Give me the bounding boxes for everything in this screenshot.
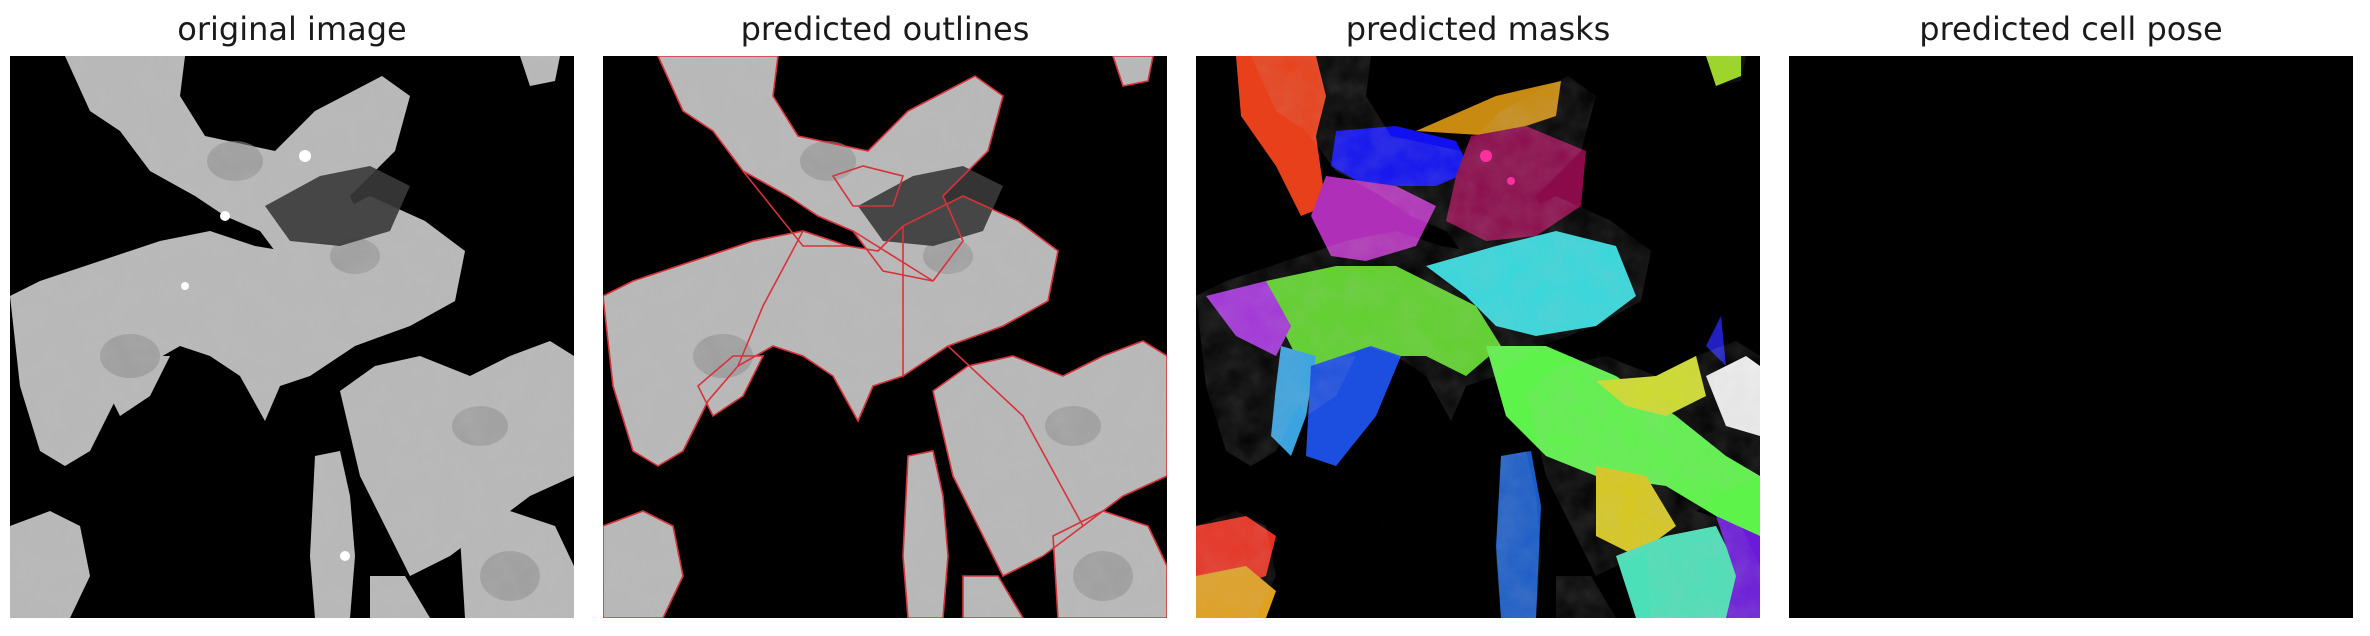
panel-title: predicted cell pose <box>1919 10 2223 48</box>
predicted-outlines-view <box>603 56 1167 618</box>
panel-predicted-masks: predicted masks <box>1196 0 1760 636</box>
panel-predicted-outlines: predicted outlines <box>603 0 1167 636</box>
panel-title: predicted outlines <box>740 10 1030 48</box>
panel-original-image: original image <box>10 0 574 636</box>
panel-title: original image <box>177 10 407 48</box>
predicted-masks-view <box>1196 56 1760 618</box>
panel-title: predicted masks <box>1345 10 1611 48</box>
panel-predicted-cell-pose: predicted cell pose <box>1789 0 2353 636</box>
original-image-view <box>10 56 574 618</box>
predicted-cell-pose-view <box>1789 56 2353 618</box>
